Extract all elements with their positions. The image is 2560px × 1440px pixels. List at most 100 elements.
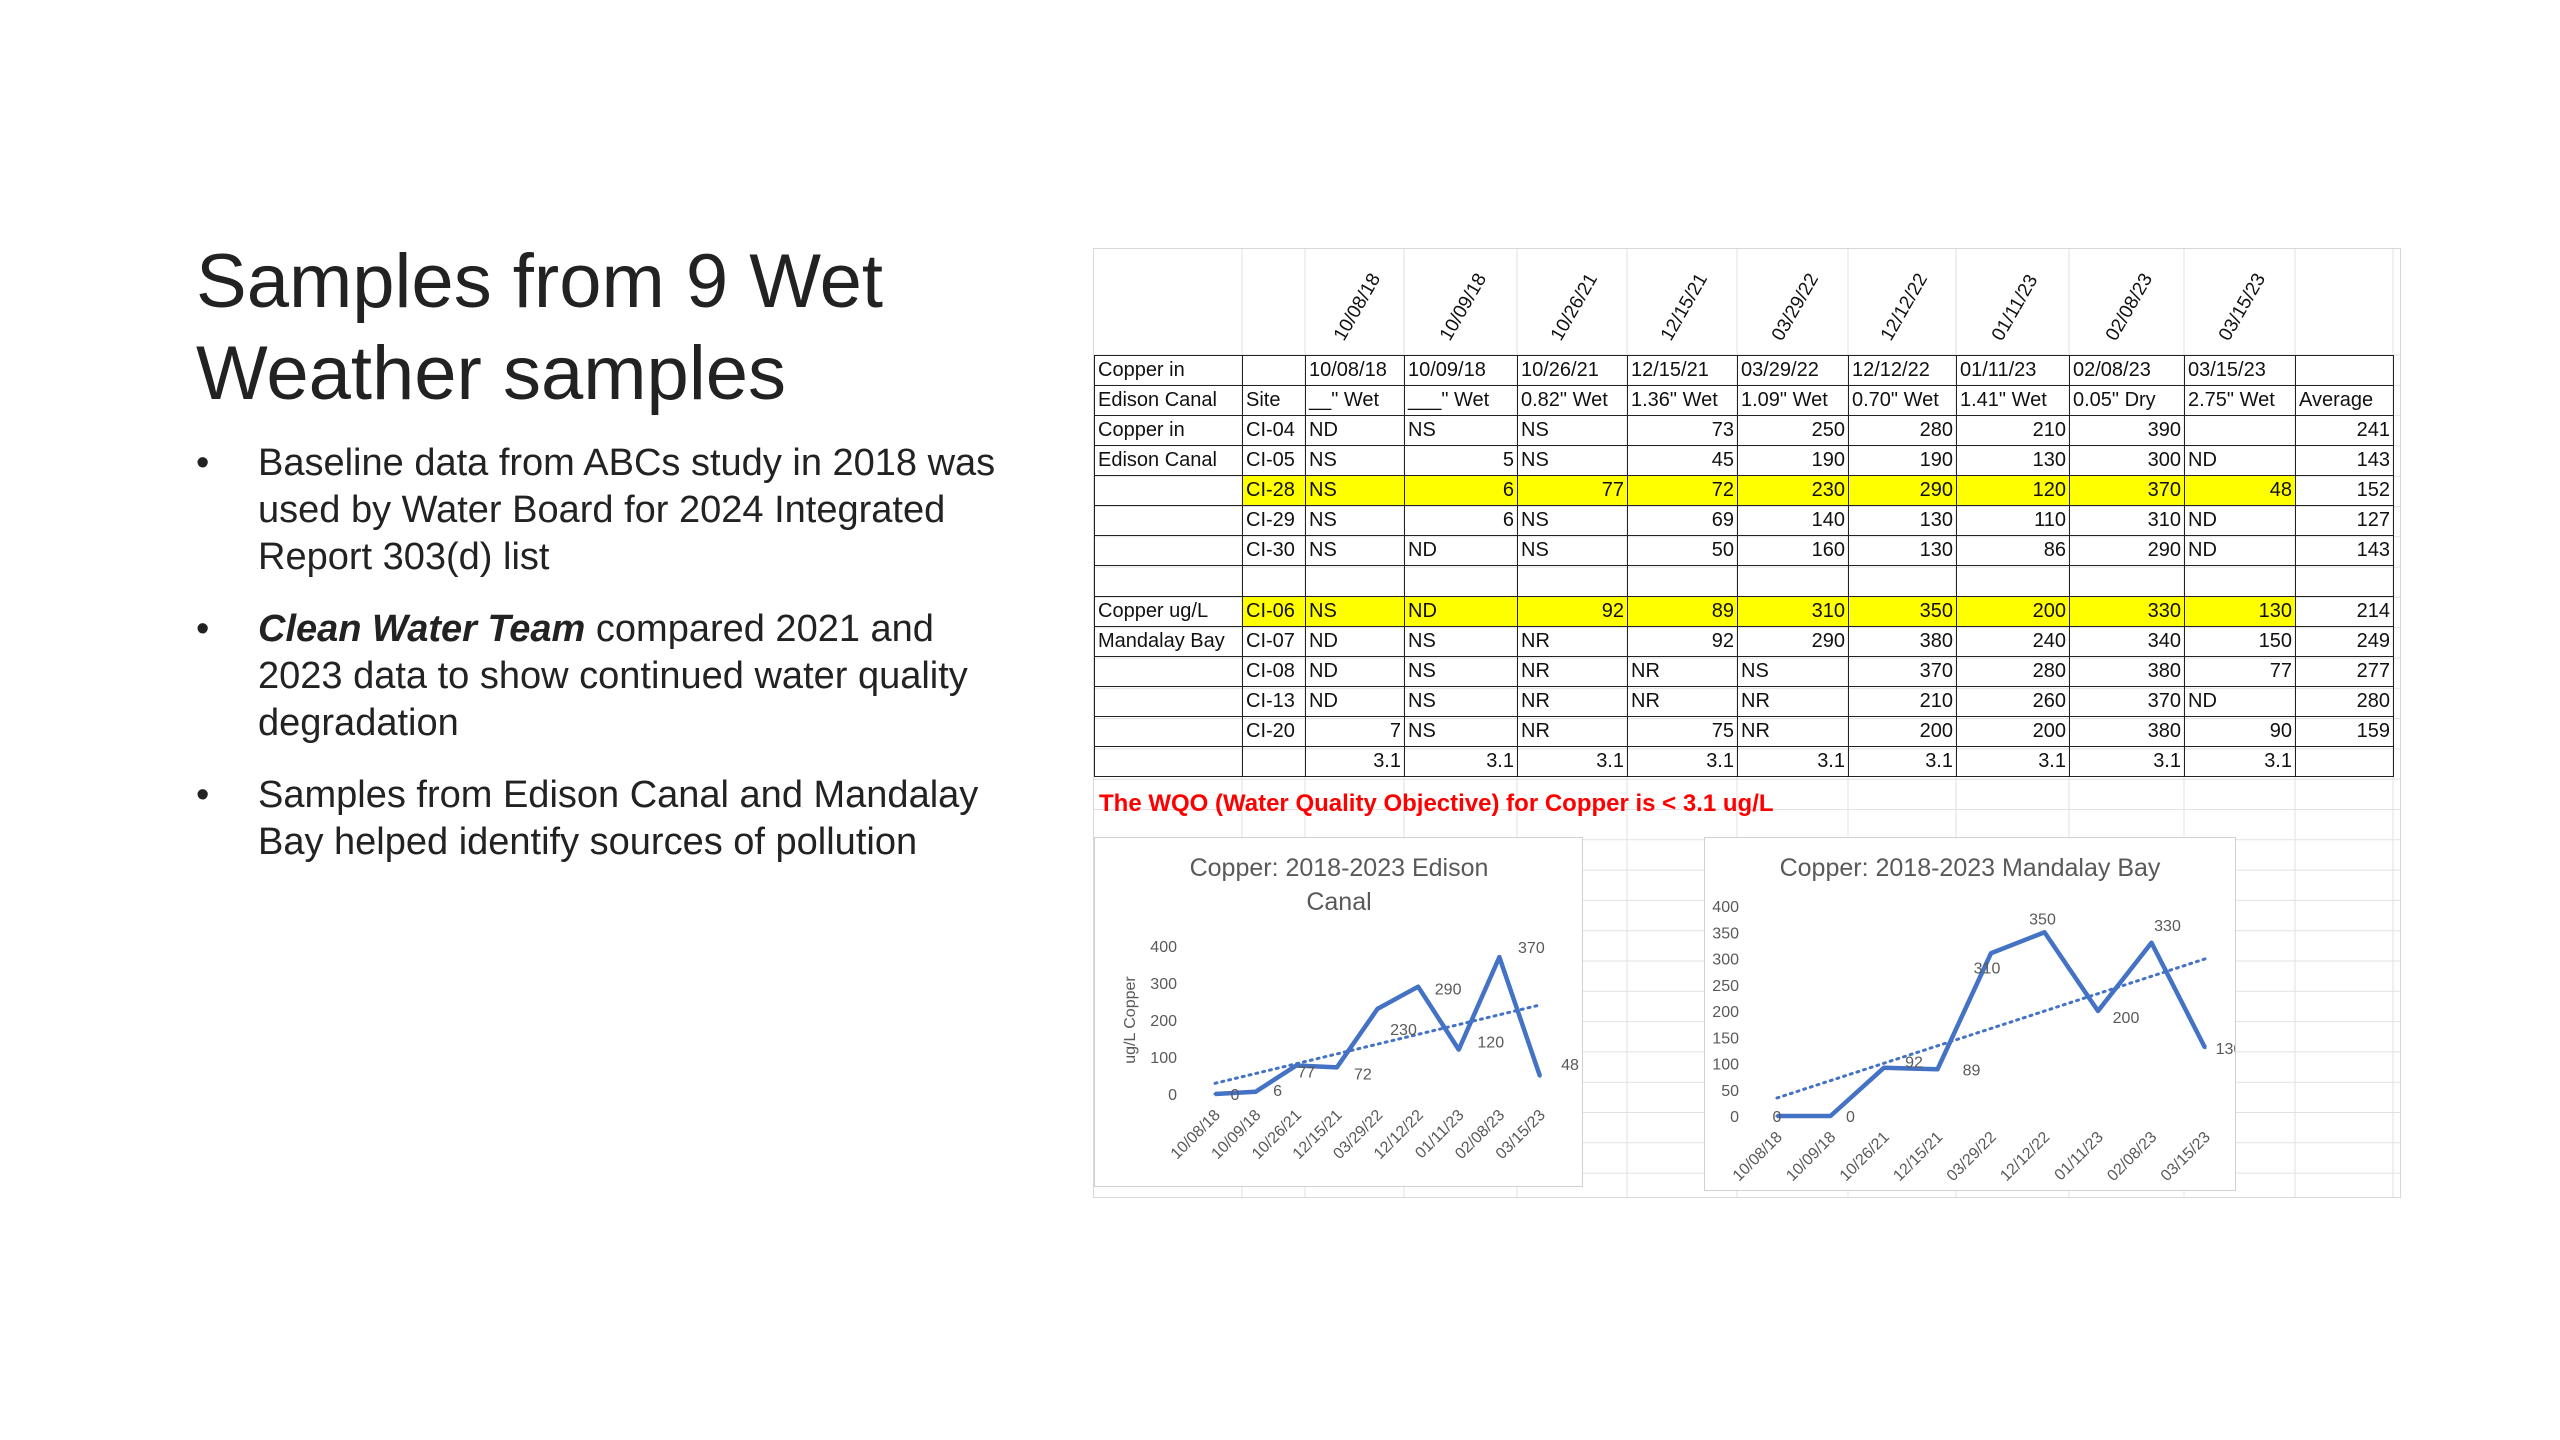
rotated-date: 01/11/23	[1987, 271, 2042, 345]
data-label: 72	[1354, 1066, 1372, 1083]
table-cell: 3.1	[1305, 746, 1405, 777]
table-row: Mandalay Bay CI-07 ND NS NR 92 290 380 240 340 150…	[1094, 626, 2394, 657]
rotated-date: 10/08/18	[1329, 269, 1385, 345]
table-cell	[1094, 565, 1243, 597]
spreadsheet-image: 10/08/18 10/09/18 10/26/21 12/15/21 03/29/22…	[1093, 248, 2401, 1198]
table-cell: 380	[2069, 656, 2185, 687]
table-cell: NR	[1517, 656, 1628, 687]
data-label: 48	[1561, 1057, 1579, 1074]
data-point	[1254, 1090, 1258, 1094]
data-label: 120	[1477, 1035, 1504, 1052]
table-cell: 280	[1848, 415, 1957, 446]
table-cell: 370	[2069, 686, 2185, 717]
table-cell: 48	[2184, 475, 2296, 506]
data-point	[1457, 1048, 1461, 1052]
table-cell: NS	[1305, 445, 1405, 476]
table-cell: NS	[1404, 656, 1518, 687]
table-cell: ND	[1305, 656, 1405, 687]
table-cell: ND	[1305, 415, 1405, 446]
table-cell: 3.1	[1404, 746, 1518, 777]
y-tick-label: 100	[1712, 1057, 1739, 1074]
table-cell	[1305, 565, 1405, 597]
table-cell	[1517, 565, 1628, 597]
table-cell: 3.1	[2069, 746, 2185, 777]
table-cell: 277	[2295, 656, 2394, 687]
data-label: 310	[1974, 960, 2001, 977]
data-label: 92	[1905, 1055, 1923, 1072]
data-label: 200	[2113, 1010, 2140, 1027]
table-cell: 140	[1737, 505, 1849, 536]
table-cell: 92	[1517, 596, 1628, 627]
table-cell	[1956, 565, 2070, 597]
x-tick-label: 03/29/22	[1944, 1129, 2000, 1185]
rotated-date: 02/08/23	[2101, 269, 2157, 345]
table-cell: 50	[1627, 535, 1738, 566]
table-cell: ND	[2184, 686, 2296, 717]
table-cell: 12/12/22	[1848, 355, 1957, 386]
table-cell: 77	[1517, 475, 1628, 506]
table-cell: CI-20	[1242, 716, 1306, 747]
table-cell: 120	[1956, 475, 2070, 506]
table-cell: 290	[2069, 535, 2185, 566]
data-point	[1416, 985, 1420, 989]
data-label: 370	[1518, 940, 1545, 957]
table-cell: 143	[2295, 535, 2394, 566]
y-tick-label: 200	[1712, 1004, 1739, 1021]
table-cell: 210	[1848, 686, 1957, 717]
rotated-date-header: 10/08/18 10/09/18 10/26/21 12/15/21 03/29/22…	[1094, 249, 2400, 355]
table-cell: 6	[1404, 505, 1518, 536]
table-cell: Site	[1242, 385, 1306, 416]
table-cell: Copper in	[1094, 415, 1243, 446]
table-cell: 10/26/21	[1517, 355, 1628, 386]
table-row: Copper in 10/08/18 10/09/18 10/26/21 12/15/2…	[1094, 355, 2394, 386]
table-cell: NR	[1737, 686, 1849, 717]
table-cell: 380	[2069, 716, 2185, 747]
table-cell: 6	[1404, 475, 1518, 506]
table-cell: 200	[1956, 596, 2070, 627]
table-row: CI-30 NS ND NS 50 160 130 86 290 ND 143	[1094, 535, 2394, 566]
y-tick-label: 0	[1168, 1087, 1177, 1104]
y-tick-label: 400	[1150, 939, 1177, 956]
data-label: 0	[1231, 1087, 1240, 1104]
data-point	[1213, 1092, 1217, 1096]
table-cell: 72	[1627, 475, 1738, 506]
table-cell: 240	[1956, 626, 2070, 657]
table-cell: 143	[2295, 445, 2394, 476]
table-cell: 5	[1404, 445, 1518, 476]
table-cell: NR	[1627, 656, 1738, 687]
table-cell: NS	[1737, 656, 1849, 687]
table-cell: 02/08/23	[2069, 355, 2185, 386]
table-cell: 10/08/18	[1305, 355, 1405, 386]
table-cell: 01/11/23	[1956, 355, 2070, 386]
table-cell: ___" Wet	[1404, 385, 1518, 416]
data-point	[1497, 955, 1501, 959]
table-row: Copper ug/L CI-06 NS ND 92 89 310 350 200 330 130 2…	[1094, 596, 2394, 627]
table-cell: CI-13	[1242, 686, 1306, 717]
table-cell: 86	[1956, 535, 2070, 566]
table-cell: CI-29	[1242, 505, 1306, 536]
table-cell	[1094, 535, 1243, 566]
bullet-item: • Baseline data from ABCs study in 2018 …	[196, 440, 1026, 581]
bullet-bold-text: Clean Water Team	[258, 608, 586, 650]
y-tick-label: 150	[1712, 1030, 1739, 1047]
table-cell: 0.82" Wet	[1517, 385, 1628, 416]
table-cell	[2184, 565, 2296, 597]
table-row: Copper in CI-04 ND NS NS 73 250 280 210 390 241	[1094, 415, 2394, 446]
table-cell: 230	[1737, 475, 1849, 506]
table-cell: Copper in	[1094, 355, 1243, 386]
table-cell: 03/15/23	[2184, 355, 2296, 386]
wqo-note: The WQO (Water Quality Objective) for Co…	[1099, 790, 1774, 817]
table-cell: __" Wet	[1305, 385, 1405, 416]
table-cell: 90	[2184, 716, 2296, 747]
table-cell: CI-04	[1242, 415, 1306, 446]
table-row: 3.1 3.1 3.1 3.1 3.1 3.1 3.1 3.1 3.1	[1094, 746, 2394, 777]
table-cell: NS	[1517, 445, 1628, 476]
data-label: 230	[1390, 1022, 1417, 1039]
table-cell: Mandalay Bay	[1094, 626, 1243, 657]
table-cell	[2295, 355, 2394, 386]
table-cell: NS	[1305, 475, 1405, 506]
table-cell: NS	[1404, 415, 1518, 446]
table-cell	[1737, 565, 1849, 597]
table-cell: 3.1	[1627, 746, 1738, 777]
y-tick-label: 250	[1712, 978, 1739, 995]
